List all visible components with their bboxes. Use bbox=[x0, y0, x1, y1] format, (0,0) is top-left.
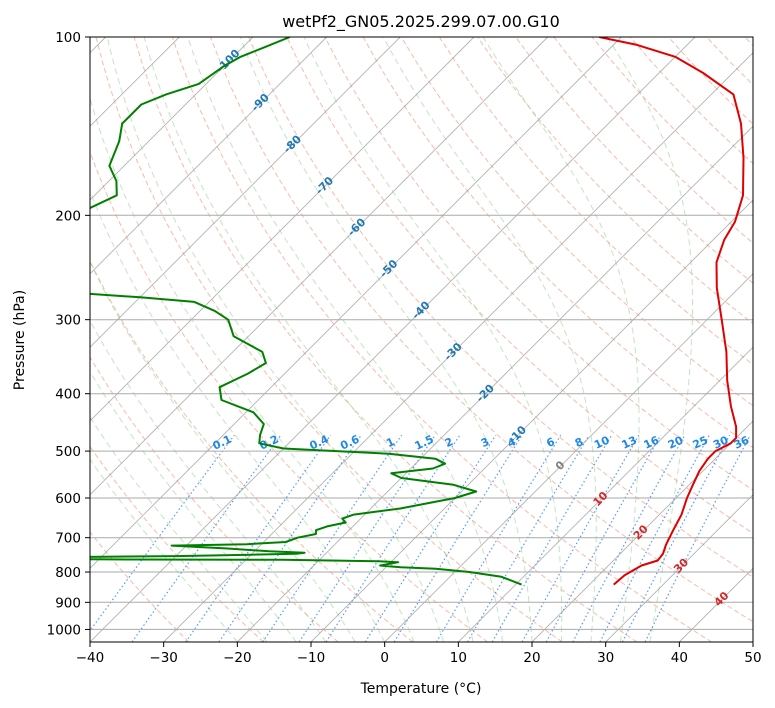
isotherm bbox=[90, 37, 622, 569]
isotherm bbox=[384, 273, 753, 642]
temperature-profile bbox=[598, 37, 745, 586]
mixing-ratio-line bbox=[364, 434, 497, 642]
dry-adiabat bbox=[90, 150, 488, 642]
x-tick-label: 10 bbox=[450, 650, 467, 666]
mixing-ratio-line bbox=[572, 434, 686, 642]
dry-adiabat bbox=[210, 37, 753, 623]
isotherm bbox=[90, 37, 475, 422]
mixing-ratio-line bbox=[545, 434, 662, 642]
dry-adiabat bbox=[95, 37, 563, 642]
dewpoint-profile bbox=[90, 37, 522, 586]
isotherm bbox=[163, 52, 753, 642]
mixing-ratio-label: 16 bbox=[642, 433, 662, 451]
mixing-ratio-line bbox=[325, 434, 461, 642]
x-tick-label: −20 bbox=[223, 650, 252, 666]
mixing-ratio-label: 13 bbox=[620, 434, 639, 452]
moist-adiabat bbox=[90, 416, 268, 642]
dry-adiabat bbox=[90, 356, 339, 642]
y-tick-label: 400 bbox=[55, 387, 81, 403]
y-tick-label: 600 bbox=[55, 491, 81, 507]
mixing-ratio-label: 25 bbox=[691, 434, 710, 452]
y-tick-label: 900 bbox=[55, 595, 81, 611]
moist-adiabat bbox=[90, 319, 327, 642]
y-axis-label: Pressure (hPa) bbox=[12, 290, 28, 390]
mixing-ratio-line bbox=[644, 434, 751, 642]
profile-series bbox=[90, 37, 745, 586]
moist-adiabat bbox=[106, 37, 445, 642]
dry-adiabat bbox=[133, 37, 638, 642]
dry-adiabat bbox=[400, 37, 753, 407]
moist-adiabat bbox=[303, 37, 563, 642]
moist-adiabat bbox=[90, 370, 297, 642]
isotherm bbox=[531, 420, 753, 642]
x-tick-label: 0 bbox=[380, 650, 389, 666]
moist-adiabat bbox=[187, 37, 503, 642]
isotherm bbox=[605, 494, 753, 642]
plot-frame bbox=[89, 36, 754, 643]
x-tick-label: 40 bbox=[671, 650, 688, 666]
y-axis-ticks: 100 200 300 400 500 600 700 800 900 1000 bbox=[47, 30, 90, 638]
y-tick-label: 200 bbox=[55, 208, 81, 224]
y-tick-label: 300 bbox=[55, 313, 81, 329]
mixing-ratio-label: 30 bbox=[711, 433, 731, 451]
background-lines bbox=[90, 37, 753, 642]
moist-adiabat bbox=[90, 189, 386, 642]
dry-adiabat bbox=[248, 37, 753, 578]
x-tick-label: −10 bbox=[297, 650, 326, 666]
moist-adiabat bbox=[482, 37, 640, 642]
y-tick-label: 800 bbox=[55, 565, 81, 581]
mixing-ratio-line bbox=[521, 434, 640, 642]
x-tick-label: −30 bbox=[149, 650, 178, 666]
dry-adiabat bbox=[90, 445, 264, 642]
x-axis-label: Temperature (°C) bbox=[360, 681, 482, 697]
y-tick-label: 700 bbox=[55, 531, 81, 547]
moist-adiabat bbox=[606, 37, 693, 642]
y-tick-label: 500 bbox=[55, 444, 81, 460]
dry-adiabat bbox=[515, 37, 753, 284]
moist-adiabat bbox=[90, 458, 238, 642]
mixing-ratio-label: 20 bbox=[666, 433, 686, 451]
isotherm bbox=[90, 37, 549, 496]
moist-adiabat bbox=[382, 37, 597, 642]
dry-adiabat bbox=[324, 37, 753, 491]
y-tick-label: 1000 bbox=[47, 622, 81, 638]
dry-adiabat bbox=[90, 531, 190, 642]
x-tick-label: 20 bbox=[523, 650, 540, 666]
mixing-ratio-line bbox=[90, 434, 235, 632]
moist-adiabat bbox=[90, 260, 356, 642]
x-axis-ticks: −40 −30 −20 −10 0 10 20 30 40 50 bbox=[76, 642, 762, 666]
isotherm bbox=[90, 37, 401, 348]
dry-adiabat bbox=[171, 37, 712, 642]
x-tick-label: 50 bbox=[744, 650, 761, 666]
x-tick-label: 30 bbox=[597, 650, 614, 666]
isotherm bbox=[310, 199, 753, 642]
mixing-ratio-line bbox=[466, 434, 590, 642]
isotherm bbox=[90, 37, 328, 275]
mixing-ratio-line bbox=[621, 434, 731, 642]
y-tick-label: 100 bbox=[55, 30, 81, 46]
moist-adiabat bbox=[143, 37, 474, 642]
mixing-ratio-label: 10 bbox=[592, 433, 612, 451]
mixing-ratio-line bbox=[435, 434, 562, 642]
isotherm bbox=[457, 346, 753, 642]
chart-title: wetPf2_GN05.2025.299.07.00.G10 bbox=[282, 12, 560, 32]
x-tick-label: −40 bbox=[76, 650, 105, 666]
isotherm bbox=[90, 37, 254, 201]
dry-adiabat bbox=[438, 37, 753, 366]
isotherm bbox=[90, 37, 696, 642]
mixing-ratio-line bbox=[491, 434, 613, 642]
moist-adiabat bbox=[239, 37, 533, 642]
